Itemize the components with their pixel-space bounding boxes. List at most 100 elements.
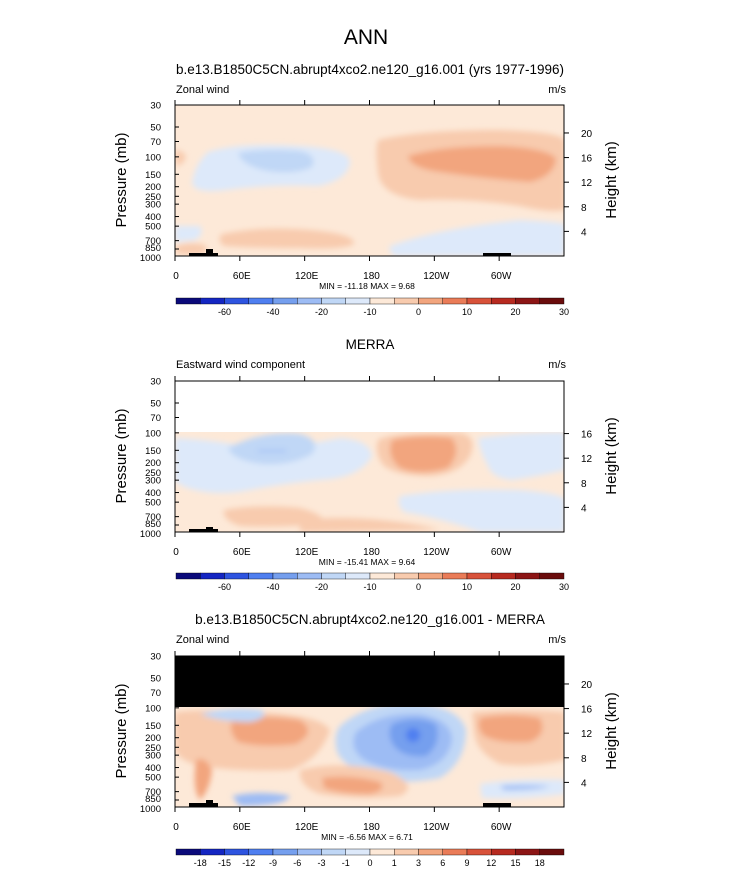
- colorbar-swatch: [394, 297, 419, 305]
- longitude-tick-label: 60W: [491, 271, 512, 282]
- colorbar-swatch: [248, 297, 274, 305]
- panel-left-label: Eastward wind component: [176, 359, 305, 371]
- colorbar-swatch: [345, 297, 371, 305]
- colorbar-label: 10: [462, 582, 472, 592]
- height-tick-label: 8: [581, 203, 587, 214]
- colorbar-label: 12: [486, 858, 496, 868]
- colorbar-swatch: [418, 848, 443, 856]
- colorbar-label: -60: [218, 582, 231, 592]
- pressure-tick-label: 1000: [140, 804, 161, 815]
- colorbar-swatch: [539, 848, 565, 856]
- longitude-tick-label: 180: [363, 547, 380, 558]
- colorbar-labels: -60 -40 -20 -10 0 10 20 30: [218, 307, 569, 317]
- colorbar-label: -9: [269, 858, 277, 868]
- longitude-tick-label: 120W: [423, 547, 450, 558]
- height-tick-label: 16: [581, 430, 593, 441]
- panel-title: b.e13.B1850C5CN.abrupt4xco2.ne120_g16.00…: [195, 612, 545, 627]
- pressure-tick-label: 70: [150, 137, 161, 148]
- longitude-tick-label: 0: [173, 822, 179, 833]
- longitude-tick-label: 60W: [491, 547, 512, 558]
- colorbar-swatch: [321, 297, 346, 305]
- panel-units: m/s: [548, 634, 566, 646]
- pressure-tick-label: 30: [150, 377, 161, 388]
- colorbar-swatch: [297, 848, 322, 856]
- y2-axis-label: Height (km): [603, 692, 620, 770]
- panel-diff: b.e13.B1850C5CN.abrupt4xco2.ne120_g16.00…: [113, 612, 620, 868]
- colorbar-swatch: [345, 848, 371, 856]
- longitude-tick-label: 60E: [233, 271, 251, 282]
- colorbar-swatch: [321, 572, 346, 580]
- colorbar-label: 6: [440, 858, 445, 868]
- panel-model: b.e13.B1850C5CN.abrupt4xco2.ne120_g16.00…: [113, 62, 620, 317]
- pressure-tick-label: 300: [145, 476, 161, 487]
- colorbar-swatch: [491, 572, 516, 580]
- height-tick-label: 16: [581, 154, 593, 165]
- pressure-tick-label: 850: [145, 794, 161, 805]
- colorbar-swatch: [515, 572, 540, 580]
- axis-ticks: [174, 100, 569, 261]
- colorbar-label: 1: [392, 858, 397, 868]
- pressure-tick-label: 150: [145, 446, 161, 457]
- height-tick-label: 12: [581, 454, 593, 465]
- axis-ticks: [174, 376, 569, 537]
- colorbar-swatch: [175, 297, 201, 305]
- pressure-tick-label: 850: [145, 519, 161, 530]
- pressure-tick-label: 500: [145, 222, 161, 233]
- longitude-tick-labels: 0 60E 120E 180 120W 60W: [173, 547, 512, 558]
- colorbar-label: -6: [293, 858, 301, 868]
- colorbar: [175, 572, 565, 580]
- panel-left-label: Zonal wind: [176, 634, 229, 646]
- pressure-tick-label: 200: [145, 733, 161, 744]
- pressure-tick-label: 50: [150, 673, 161, 684]
- height-tick-label: 8: [581, 754, 587, 765]
- figure-title: ANN: [344, 26, 388, 49]
- colorbar-swatch: [224, 297, 249, 305]
- colorbar-swatch: [466, 848, 492, 856]
- colorbar-swatch: [369, 848, 395, 856]
- contour-field: [175, 381, 564, 532]
- colorbar-swatch: [466, 572, 492, 580]
- pressure-tick-label: 700: [145, 512, 161, 523]
- colorbar-label: 30: [559, 307, 569, 317]
- colorbar-swatch: [272, 848, 298, 856]
- height-tick-label: 20: [581, 680, 593, 691]
- colorbar-swatch: [418, 297, 443, 305]
- y-axis-label: Pressure (mb): [113, 132, 130, 227]
- colorbar-swatch: [369, 572, 395, 580]
- pressure-tick-label: 100: [145, 703, 161, 714]
- colorbar-swatch: [248, 572, 274, 580]
- colorbar-label: -40: [266, 582, 279, 592]
- longitude-tick-label: 60E: [233, 547, 251, 558]
- colorbar-swatch: [418, 572, 443, 580]
- colorbar-swatch: [321, 848, 346, 856]
- longitude-tick-label: 60W: [491, 822, 512, 833]
- y2-axis-label: Height (km): [603, 141, 620, 219]
- pressure-tick-label: 30: [150, 652, 161, 663]
- colorbar-swatch: [297, 297, 322, 305]
- colorbar-label: 30: [559, 582, 569, 592]
- contour-field: [175, 656, 564, 807]
- pressure-tick-label: 30: [150, 101, 161, 112]
- pressure-tick-label: 700: [145, 236, 161, 247]
- longitude-tick-label: 0: [173, 547, 179, 558]
- pressure-tick-label: 250: [145, 468, 161, 479]
- panel-units: m/s: [548, 359, 566, 371]
- colorbar-swatch: [272, 572, 298, 580]
- panel-units: m/s: [548, 84, 566, 96]
- colorbar-label: -20: [315, 307, 328, 317]
- min-max-stats: MIN = -11.18 MAX = 9.68: [319, 281, 415, 291]
- height-tick-labels: 16 12 8 4: [581, 430, 593, 515]
- min-max-stats: MIN = -6.56 MAX = 6.71: [321, 832, 413, 842]
- pressure-tick-label: 100: [145, 152, 161, 163]
- pressure-tick-label: 850: [145, 243, 161, 254]
- colorbar-labels: -18 -15 -12 -9 -6 -3 -1 0 1 3 6 9 12 15 18: [194, 858, 545, 868]
- pressure-tick-label: 200: [145, 458, 161, 469]
- pressure-tick-label: 700: [145, 787, 161, 798]
- colorbar-label: 0: [416, 582, 421, 592]
- colorbar-swatch: [491, 297, 516, 305]
- colorbar-swatch: [345, 572, 371, 580]
- colorbar-label: 9: [464, 858, 469, 868]
- pressure-tick-label: 400: [145, 212, 161, 223]
